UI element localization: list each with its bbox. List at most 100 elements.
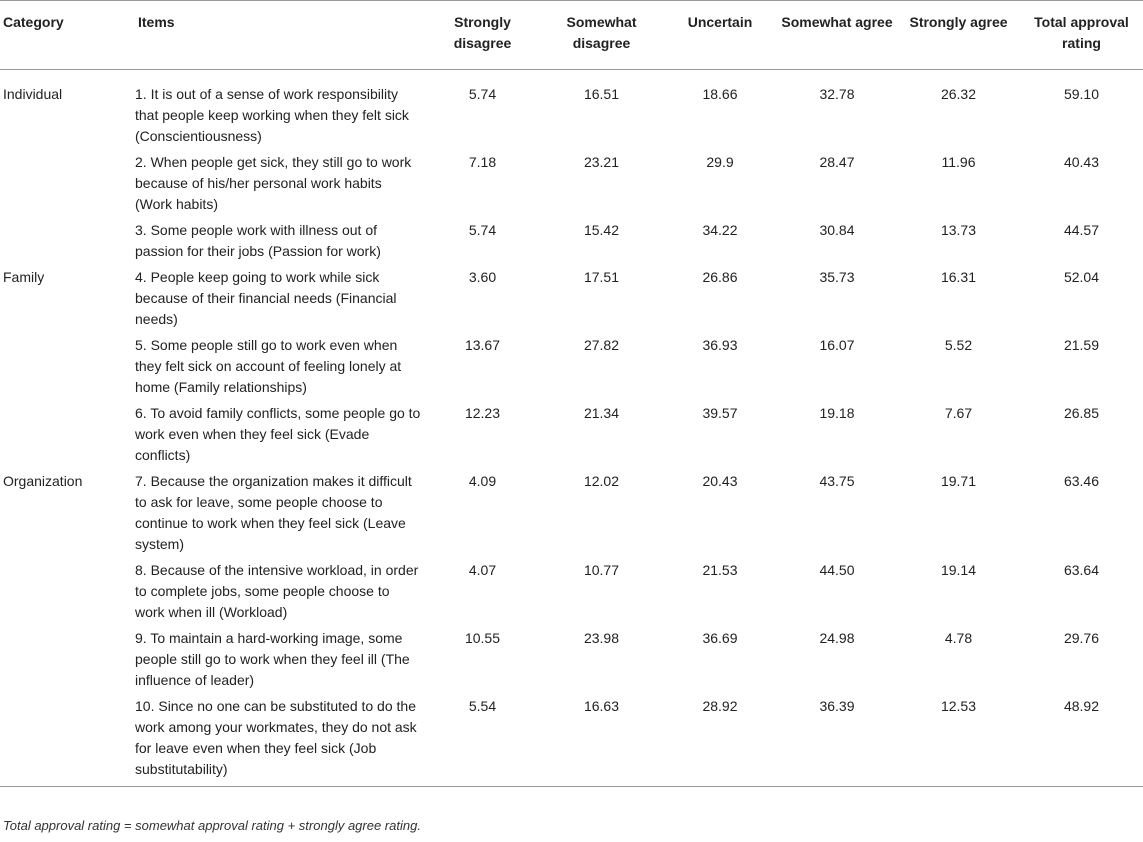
table-row: 9. To maintain a hard-working image, som… xyxy=(0,627,1143,695)
somewhat-agree-cell: 32.78 xyxy=(819,86,855,102)
strongly-disagree-cell: 4.09 xyxy=(468,473,497,489)
somewhat-agree-cell: 24.98 xyxy=(819,630,855,646)
strongly-disagree-cell: 10.55 xyxy=(464,630,501,646)
item-cell: 4. People keep going to work while sick … xyxy=(135,269,397,327)
item-cell: 7. Because the organization makes it dif… xyxy=(135,473,412,552)
item-cell: 5. Some people still go to work even whe… xyxy=(135,337,402,395)
table-row: 6. To avoid family conflicts, some peopl… xyxy=(0,402,1143,470)
table-row: 2. When people get sick, they still go t… xyxy=(0,151,1143,219)
somewhat-agree-cell: 30.84 xyxy=(819,222,855,238)
header-items: Items xyxy=(138,14,175,30)
category-cell xyxy=(0,219,135,266)
somewhat-disagree-cell: 15.42 xyxy=(583,222,620,238)
item-cell: 6. To avoid family conflicts, some peopl… xyxy=(135,405,421,463)
uncertain-cell: 36.93 xyxy=(702,337,738,353)
table-row: Family 4. People keep going to work whil… xyxy=(0,266,1143,334)
header-category: Category xyxy=(3,14,64,30)
strongly-disagree-cell: 7.18 xyxy=(468,154,497,170)
item-cell: 9. To maintain a hard-working image, som… xyxy=(135,630,410,688)
total-approval-cell: 59.10 xyxy=(1063,86,1100,102)
category-cell xyxy=(0,627,135,695)
category-cell: Family xyxy=(3,269,45,285)
somewhat-agree-cell: 44.50 xyxy=(819,562,855,578)
strongly-agree-cell: 26.32 xyxy=(940,86,977,102)
category-cell xyxy=(0,334,135,402)
somewhat-agree-cell: 35.73 xyxy=(819,269,855,285)
strongly-agree-cell: 19.71 xyxy=(940,473,977,489)
strongly-agree-cell: 12.53 xyxy=(940,698,977,714)
total-approval-cell: 48.92 xyxy=(1063,698,1100,714)
total-approval-cell: 26.85 xyxy=(1063,405,1100,421)
item-cell: 3. Some people work with illness out of … xyxy=(135,222,381,259)
header-total-approval: Total approval rating xyxy=(1034,14,1129,51)
strongly-disagree-cell: 13.67 xyxy=(464,337,501,353)
table-row: Organization 7. Because the organization… xyxy=(0,470,1143,559)
strongly-disagree-cell: 5.54 xyxy=(468,698,497,714)
header-row: Category Items Strongly disagree Somewha… xyxy=(0,0,1143,70)
item-cell: 10. Since no one can be substituted to d… xyxy=(135,698,417,777)
strongly-agree-cell: 13.73 xyxy=(940,222,977,238)
item-cell: 1. It is out of a sense of work responsi… xyxy=(135,86,409,144)
category-cell: Organization xyxy=(3,473,83,489)
somewhat-disagree-cell: 16.51 xyxy=(583,86,620,102)
category-cell xyxy=(0,151,135,219)
strongly-disagree-cell: 4.07 xyxy=(468,562,497,578)
somewhat-disagree-cell: 23.21 xyxy=(583,154,620,170)
table-row: 10. Since no one can be substituted to d… xyxy=(0,695,1143,787)
total-approval-cell: 21.59 xyxy=(1063,337,1100,353)
table-row: 3. Some people work with illness out of … xyxy=(0,219,1143,266)
header-somewhat-agree: Somewhat agree xyxy=(781,14,893,30)
strongly-agree-cell: 11.96 xyxy=(941,154,976,170)
uncertain-cell: 26.86 xyxy=(702,269,738,285)
somewhat-agree-cell: 43.75 xyxy=(819,473,855,489)
table-row: 5. Some people still go to work even whe… xyxy=(0,334,1143,402)
strongly-disagree-cell: 3.60 xyxy=(468,269,497,285)
category-cell: Individual xyxy=(3,86,63,102)
somewhat-agree-cell: 36.39 xyxy=(819,698,855,714)
strongly-agree-cell: 5.52 xyxy=(944,337,973,353)
table-footnote: Total approval rating = somewhat approva… xyxy=(3,818,421,833)
somewhat-disagree-cell: 23.98 xyxy=(583,630,620,646)
somewhat-disagree-cell: 12.02 xyxy=(583,473,620,489)
strongly-agree-cell: 16.31 xyxy=(940,269,977,285)
total-approval-cell: 40.43 xyxy=(1063,154,1100,170)
strongly-disagree-cell: 5.74 xyxy=(468,86,497,102)
uncertain-cell: 34.22 xyxy=(702,222,738,238)
uncertain-cell: 28.92 xyxy=(702,698,738,714)
uncertain-cell: 36.69 xyxy=(702,630,738,646)
total-approval-cell: 29.76 xyxy=(1063,630,1100,646)
header-uncertain: Uncertain xyxy=(687,14,753,30)
table-row: Individual 1. It is out of a sense of wo… xyxy=(0,70,1143,152)
somewhat-agree-cell: 19.18 xyxy=(819,405,855,421)
total-approval-cell: 63.64 xyxy=(1063,562,1100,578)
category-cell xyxy=(0,559,135,627)
uncertain-cell: 29.9 xyxy=(706,154,734,170)
strongly-agree-cell: 19.14 xyxy=(940,562,977,578)
uncertain-cell: 18.66 xyxy=(702,86,738,102)
uncertain-cell: 20.43 xyxy=(702,473,738,489)
somewhat-disagree-cell: 10.77 xyxy=(583,562,620,578)
somewhat-agree-cell: 28.47 xyxy=(819,154,855,170)
total-approval-cell: 52.04 xyxy=(1063,269,1100,285)
strongly-agree-cell: 7.67 xyxy=(944,405,973,421)
category-cell xyxy=(0,695,135,787)
total-approval-cell: 63.46 xyxy=(1063,473,1100,489)
item-cell: 8. Because of the intensive workload, in… xyxy=(135,562,419,620)
somewhat-disagree-cell: 27.82 xyxy=(583,337,620,353)
somewhat-disagree-cell: 17.51 xyxy=(583,269,620,285)
category-cell xyxy=(0,402,135,470)
strongly-agree-cell: 4.78 xyxy=(944,630,973,646)
item-cell: 2. When people get sick, they still go t… xyxy=(135,154,412,212)
somewhat-disagree-cell: 21.34 xyxy=(583,405,620,421)
uncertain-cell: 39.57 xyxy=(702,405,738,421)
somewhat-agree-cell: 16.07 xyxy=(819,337,855,353)
somewhat-disagree-cell: 16.63 xyxy=(583,698,620,714)
strongly-disagree-cell: 5.74 xyxy=(468,222,497,238)
table-row: 8. Because of the intensive workload, in… xyxy=(0,559,1143,627)
strongly-disagree-cell: 12.23 xyxy=(464,405,501,421)
header-strongly-disagree: Strongly disagree xyxy=(453,14,512,51)
total-approval-cell: 44.57 xyxy=(1063,222,1100,238)
uncertain-cell: 21.53 xyxy=(702,562,738,578)
header-strongly-agree: Strongly agree xyxy=(909,14,1008,30)
